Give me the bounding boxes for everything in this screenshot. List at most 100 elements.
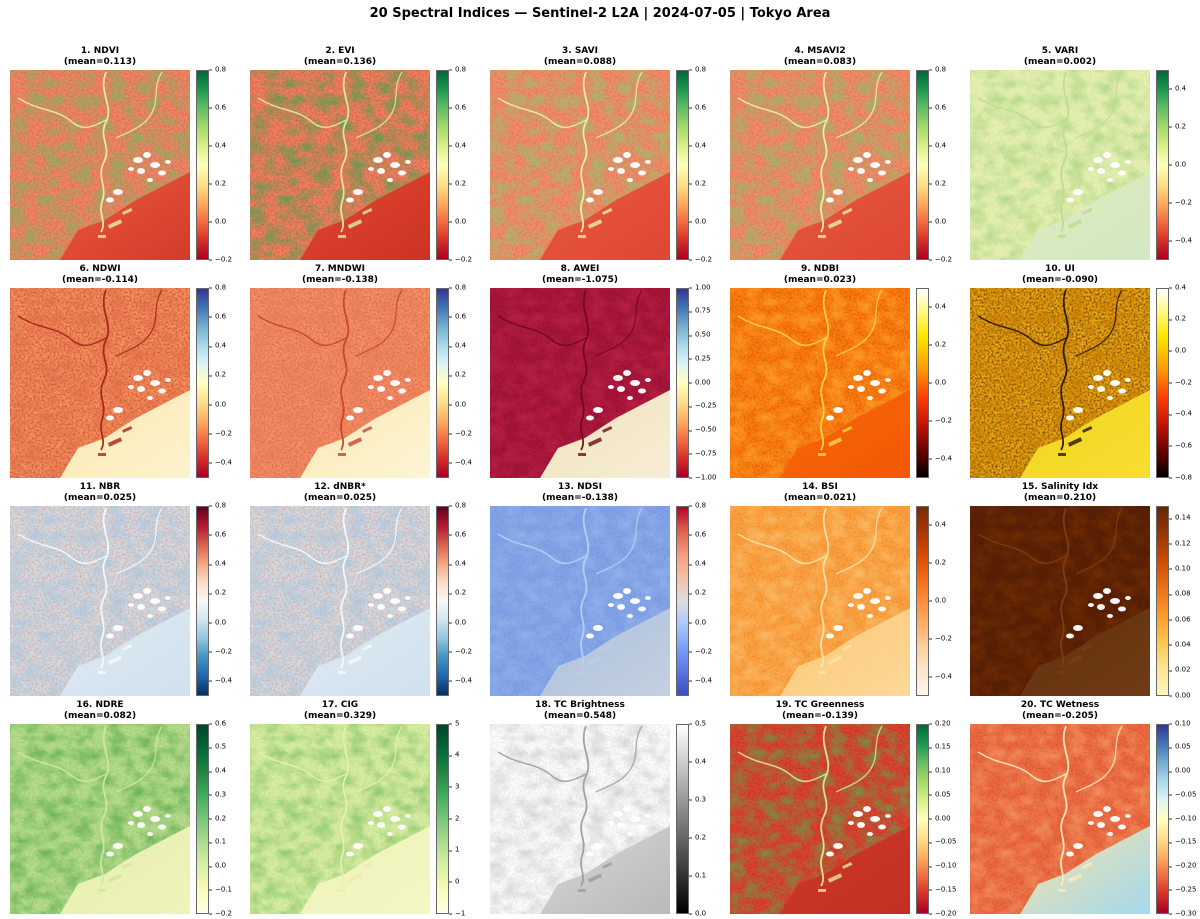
panel-header: 17. CIG (mean=0.329) (250, 700, 430, 724)
map-image (10, 723, 190, 914)
colorbar-tick-label: 0.8 (449, 502, 466, 509)
panel-title: 16. NDRE (76, 699, 124, 710)
map-image (730, 723, 910, 914)
panel-title: 4. MSAVI2 (794, 45, 846, 56)
colorbar-tick-label: 0.8 (929, 66, 946, 73)
colorbar-tick-label: −0.4 (209, 459, 232, 466)
colorbar-gradient (676, 723, 689, 914)
colorbar-ticks: 0.4 0.2 0.0 −0.2 −0.4 (1156, 70, 1200, 260)
panel-mndwi: 7. MNDWI (mean=-0.138) (245, 264, 485, 482)
panel-body: 0.6 0.5 0.4 0.3 0.2 0.1 0.0 −0.1 −0.2 (5, 720, 245, 917)
colorbar-tick-label: 0.0 (689, 218, 706, 225)
colorbar-tick-label: 0.4 (929, 521, 946, 528)
colorbar-tick-label: −0.4 (209, 677, 232, 684)
colorbar-tick-label: −0.2 (209, 910, 232, 917)
colorbar-gradient (436, 69, 449, 260)
map-image (970, 69, 1150, 260)
colorbar-tick-label: −0.4 (449, 677, 472, 684)
colorbar-tick-label: 0.06 (1169, 616, 1191, 623)
colorbar-tick-label: 0.2 (449, 180, 466, 187)
colorbar-tick-label: 0.4 (209, 342, 226, 350)
panel-mean: (mean=0.083) (783, 56, 857, 67)
colorbar-tick-label: 0.3 (209, 791, 226, 798)
map-image (250, 505, 430, 696)
colorbar-tick-label: −0.2 (209, 648, 232, 655)
panel-header: 12. dNBR* (mean=0.025) (250, 482, 430, 506)
colorbar-ticks: 0.8 0.6 0.4 0.2 0.0 −0.2 −0.4 (196, 284, 244, 478)
panel-mean: (mean=0.548) (543, 710, 617, 721)
colorbar-tick-label: 0.0 (209, 401, 226, 408)
panel-bsi: 14. BSI (mean=0.021) (725, 482, 965, 700)
colorbar: 0.20 0.15 0.10 0.05 0.00 −0.05 −0.10 −0.15 −0.20 (916, 720, 964, 917)
colorbar-tick-label: 0.6 (689, 104, 706, 111)
panel-header: 5. VARI (mean=0.002) (970, 46, 1150, 70)
colorbar-gradient (196, 287, 209, 478)
colorbar-ticks: 0.4 0.2 0.0 −0.2 −0.4 −0.6 −0.8 (1156, 284, 1200, 481)
colorbar-tick-label: 0.12 (1169, 540, 1191, 547)
colorbar-tick-label: −0.15 (929, 886, 956, 893)
colorbar: 0.8 0.6 0.4 0.2 0.0 −0.2 (196, 66, 244, 263)
map-image (730, 287, 910, 478)
colorbar-tick-label: 1 (449, 846, 459, 854)
colorbar-gradient (676, 69, 689, 260)
panel-title: 13. NDSI (558, 481, 602, 492)
colorbar-tick-label: 0.4 (209, 142, 226, 149)
map-image (970, 723, 1150, 914)
panel-body: 0.8 0.6 0.4 0.2 0.0 −0.2 −0.4 (5, 502, 245, 696)
colorbar-tick-label: −0.2 (689, 648, 712, 655)
map-image (10, 69, 190, 260)
colorbar: 5 4 3 2 1 0 −1 (436, 720, 484, 917)
colorbar: 0.8 0.6 0.4 0.2 0.0 −0.2 −0.4 (676, 502, 724, 696)
panel-title: 15. Salinity Idx (1021, 481, 1099, 492)
colorbar-tick-label: 0.4 (689, 758, 706, 765)
panel-title: 2. EVI (325, 45, 355, 56)
panel-title: 5. VARI (1041, 45, 1079, 56)
panel-body: 0.8 0.6 0.4 0.2 0.0 −0.2 (485, 66, 725, 263)
colorbar-tick-label: 0.8 (689, 66, 706, 73)
colorbar-ticks: 0.14 0.12 0.10 0.08 0.06 0.04 0.02 0.00 (1156, 506, 1200, 699)
colorbar-tick-label: 0.8 (209, 284, 226, 291)
colorbar-tick-label: 0.0 (689, 910, 706, 917)
panel-mean: (mean=-0.090) (1022, 274, 1098, 285)
colorbar-gradient (436, 287, 449, 478)
colorbar-tick-label: −0.4 (1169, 410, 1192, 418)
colorbar-tick-label: −0.2 (929, 256, 952, 263)
colorbar-tick-label: 0.05 (1169, 743, 1191, 751)
colorbar-gradient (916, 723, 929, 914)
panel-title: 11. NBR (79, 481, 121, 492)
map-image (490, 505, 670, 696)
colorbar-tick-label: −0.4 (1169, 237, 1192, 244)
colorbar: 0.8 0.6 0.4 0.2 0.0 −0.2 (676, 66, 724, 263)
panel-body: 0.10 0.05 0.00 −0.05 −0.10 −0.15 −0.20 −0.25 −0.… (965, 720, 1200, 917)
colorbar: 0.14 0.12 0.10 0.08 0.06 0.04 0.02 0.00 (1156, 505, 1200, 699)
colorbar: 0.4 0.2 0.0 −0.2 −0.4 (916, 287, 964, 478)
panel-mean: (mean=0.021) (783, 492, 857, 503)
panel-title: 6. NDWI (79, 263, 121, 274)
colorbar-tick-label: 0.2 (209, 371, 226, 379)
colorbar-tick-label: −0.05 (1169, 791, 1196, 798)
panel-dnbr: 12. dNBR* (mean=0.025) (245, 482, 485, 700)
map-image (490, 69, 670, 260)
colorbar-tick-label: −0.10 (929, 862, 956, 870)
colorbar-tick-label: −1.00 (689, 474, 716, 481)
colorbar: 0.10 0.05 0.00 −0.05 −0.10 −0.15 −0.20 −0.25 −0.… (1156, 720, 1200, 917)
colorbar: 0.8 0.6 0.4 0.2 0.0 −0.2 −0.4 (436, 502, 484, 696)
map-image (10, 505, 190, 696)
colorbar-ticks: 0.8 0.6 0.4 0.2 0.0 −0.2 −0.4 (436, 502, 484, 696)
map-image (730, 505, 910, 696)
colorbar-ticks: 0.8 0.6 0.4 0.2 0.0 −0.2 −0.4 (436, 284, 484, 478)
panel-title: 3. SAVI (562, 45, 598, 56)
colorbar-tick-label: 0.2 (929, 180, 946, 187)
panel-mean: (mean=0.088) (543, 56, 617, 67)
panel-evi: 2. EVI (mean=0.136) (245, 46, 485, 264)
panel-title: 7. MNDWI (314, 263, 366, 274)
colorbar-tick-label: 0.2 (449, 371, 466, 379)
panel-header: 14. BSI (mean=0.021) (730, 482, 910, 506)
colorbar-tick-label: −0.75 (689, 450, 716, 457)
colorbar-tick-label: 0.0 (209, 619, 226, 626)
panel-grid: 1. NDVI (mean=0.113) (0, 46, 1200, 918)
colorbar-tick-label: 5 (449, 720, 459, 727)
colorbar-tick-label: −0.10 (1169, 815, 1196, 822)
map-image (250, 69, 430, 260)
